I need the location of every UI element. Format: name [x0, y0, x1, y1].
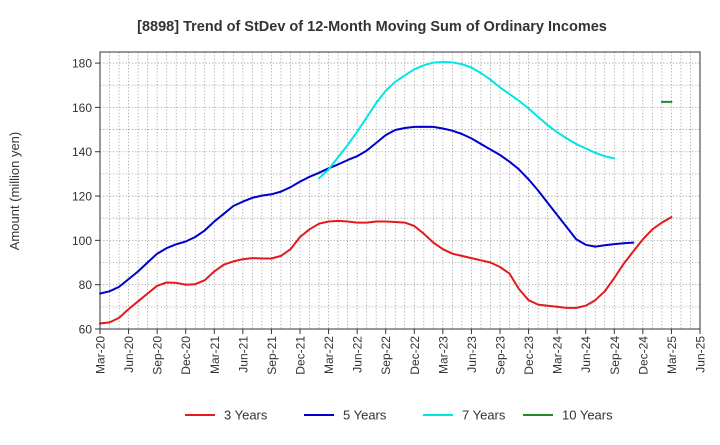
- x-tick-label: Jun-21: [236, 336, 250, 373]
- grid-lines: [100, 52, 700, 329]
- y-axis-ticks: 60 80 100 120 140 160 180: [72, 57, 100, 337]
- x-tick-label: Jun-25: [694, 336, 708, 373]
- x-tick-label: Sep-24: [608, 336, 622, 375]
- legend-label: 5 Years: [343, 408, 387, 423]
- x-tick-label: Dec-21: [294, 336, 308, 375]
- x-tick-label: Dec-22: [408, 336, 422, 375]
- plot-frame: [99, 51, 701, 330]
- series-line-3-years: [99, 216, 673, 325]
- x-tick-label: Mar-22: [322, 336, 336, 374]
- y-tick-label: 80: [79, 278, 93, 292]
- x-tick-label: Sep-21: [265, 336, 279, 375]
- series-lines: [99, 61, 673, 325]
- legend-label: 3 Years: [224, 408, 268, 423]
- series-line-7-years: [318, 61, 616, 180]
- x-tick-label: Dec-24: [636, 336, 650, 375]
- x-tick-label: Jun-22: [351, 336, 365, 373]
- y-axis-label: Amount (million yen): [7, 132, 22, 251]
- x-tick-label: Sep-23: [494, 336, 508, 375]
- y-tick-label: 60: [79, 323, 93, 337]
- legend-label: 10 Years: [562, 408, 613, 423]
- x-tick-label: Dec-23: [522, 336, 536, 375]
- x-tick-label: Jun-20: [122, 336, 136, 373]
- chart-title: [8898] Trend of StDev of 12-Month Moving…: [137, 19, 607, 35]
- x-tick-label: Mar-24: [551, 336, 565, 374]
- x-tick-label: Mar-23: [436, 336, 450, 374]
- y-tick-label: 180: [72, 57, 92, 71]
- x-tick-label: Jun-24: [579, 336, 593, 373]
- x-tick-label: Dec-20: [179, 336, 193, 375]
- y-tick-label: 100: [72, 234, 92, 248]
- legend: 3 Years 5 Years 7 Years 10 Years: [185, 408, 613, 423]
- x-tick-label: Jun-23: [465, 336, 479, 373]
- series-line-5-years: [99, 125, 635, 295]
- x-tick-label: Mar-21: [208, 336, 222, 374]
- legend-label: 7 Years: [462, 408, 506, 423]
- y-tick-label: 160: [72, 101, 92, 115]
- y-tick-label: 120: [72, 190, 92, 204]
- x-axis-ticks: Mar-20 Jun-20 Sep-20 Dec-20 Mar-21 Jun-21 Sep-…: [94, 329, 708, 375]
- x-tick-label: Sep-20: [151, 336, 165, 375]
- x-tick-label: Mar-20: [94, 336, 108, 374]
- x-tick-label: Mar-25: [665, 336, 679, 374]
- x-tick-label: Sep-22: [379, 336, 393, 375]
- y-tick-label: 140: [72, 145, 92, 159]
